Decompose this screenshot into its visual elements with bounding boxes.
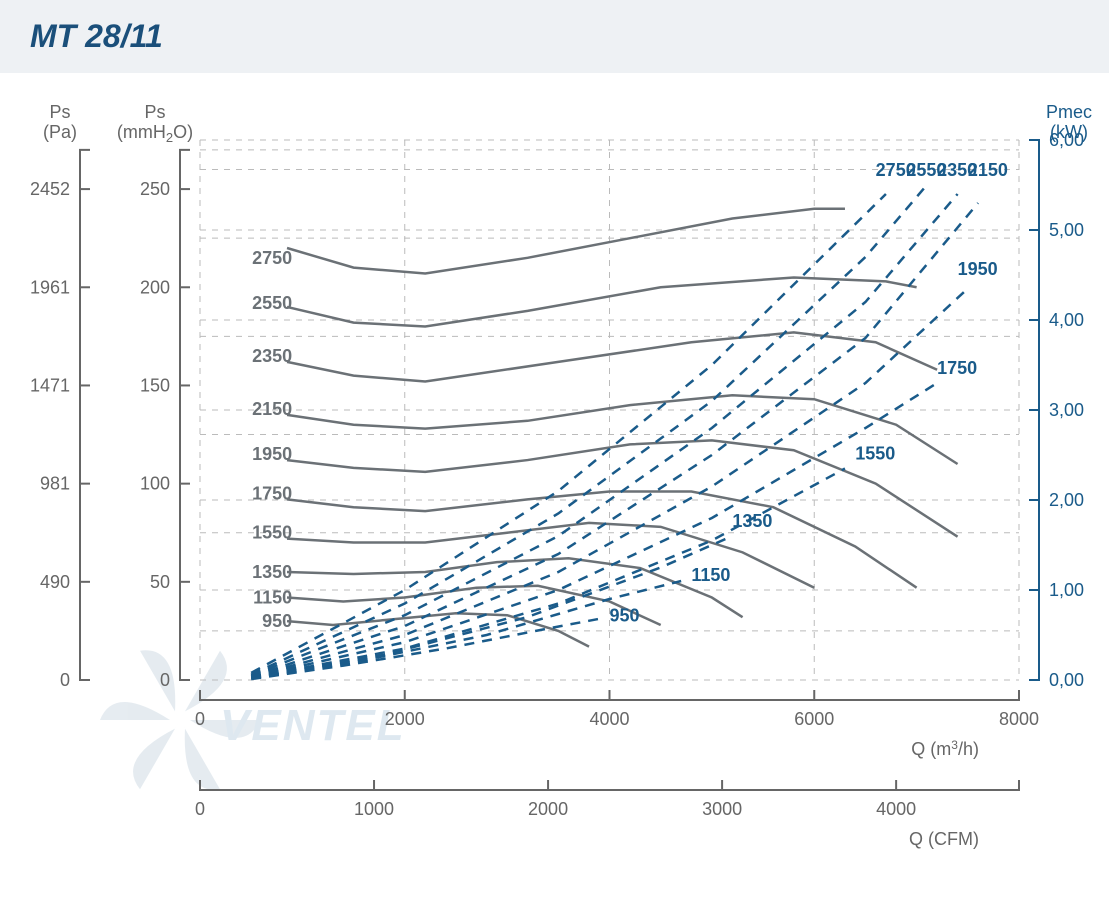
ytick-mm: 250 <box>140 179 170 199</box>
pressure-curve-label: 1150 <box>253 588 292 608</box>
power-curve-label: 950 <box>610 606 640 626</box>
ylabel-kw: Pmec <box>1046 102 1092 122</box>
xtick-cfm: 4000 <box>876 799 916 819</box>
xlabel-m3h: Q (m3/h) <box>911 738 979 759</box>
power-curve-label: 1550 <box>855 444 895 464</box>
chart-area: VENTEL 0 50 100 150 200 250 0 490 981 1471 1961 2452… <box>0 80 1109 860</box>
ytick-kw: 0,00 <box>1049 670 1084 690</box>
power-curve-label: 1750 <box>937 358 977 378</box>
svg-text:(mmH2O): (mmH2O) <box>117 122 193 145</box>
xtick-cfm: 1000 <box>354 799 394 819</box>
svg-text:VENTEL: VENTEL <box>220 701 406 750</box>
pressure-curve-label: 1750 <box>252 483 292 503</box>
ylabel-mm: Ps <box>144 102 165 122</box>
ytick-pa: 2452 <box>30 179 70 199</box>
ytick-kw: 3,00 <box>1049 400 1084 420</box>
xlabel-cfm: Q (CFM) <box>909 829 979 849</box>
power-curve-label: 2150 <box>968 160 1008 180</box>
ytick-mm: 50 <box>150 572 170 592</box>
pressure-curve-label: 2150 <box>252 399 292 419</box>
ytick-kw: 5,00 <box>1049 220 1084 240</box>
ytick-pa: 0 <box>60 670 70 690</box>
pressure-curve-label: 2550 <box>252 293 292 313</box>
ytick-mm: 100 <box>140 474 170 494</box>
axis-bracket-mm <box>180 150 190 680</box>
pressure-curve-label: 1950 <box>252 444 292 464</box>
ylabel-pa: Ps <box>49 102 70 122</box>
pressure-curve-label: 1350 <box>252 562 292 582</box>
xtick-m3h: 0 <box>195 709 205 729</box>
ytick-mm: 150 <box>140 375 170 395</box>
ytick-kw: 2,00 <box>1049 490 1084 510</box>
ytick-kw: 1,00 <box>1049 580 1084 600</box>
pressure-curve <box>287 277 917 326</box>
xtick-m3h: 6000 <box>794 709 834 729</box>
power-curve-label: 1950 <box>958 259 998 279</box>
power-curve-label: 1350 <box>732 511 772 531</box>
pressure-curve-label: 950 <box>262 611 292 631</box>
xtick-m3h: 2000 <box>385 709 425 729</box>
pressure-curve <box>287 209 845 274</box>
ytick-pa: 981 <box>40 474 70 494</box>
xtick-cfm: 2000 <box>528 799 568 819</box>
xtick-cfm: 0 <box>195 799 205 819</box>
pressure-curve-label: 2750 <box>252 248 292 268</box>
pressure-curve-label: 2350 <box>252 346 292 366</box>
svg-text:(Pa): (Pa) <box>43 122 77 142</box>
ytick-pa: 1471 <box>30 375 70 395</box>
svg-text:(kW): (kW) <box>1050 122 1088 142</box>
chart-title: MT 28/11 <box>30 18 1079 55</box>
ytick-pa: 490 <box>40 572 70 592</box>
xtick-m3h: 4000 <box>589 709 629 729</box>
ytick-mm: 200 <box>140 277 170 297</box>
title-bar: MT 28/11 <box>0 0 1109 73</box>
power-curve-label: 1150 <box>691 565 730 585</box>
ytick-mm: 0 <box>160 670 170 690</box>
ytick-pa: 1961 <box>30 277 70 297</box>
chart-svg: VENTEL 0 50 100 150 200 250 0 490 981 1471 1961 2452… <box>0 80 1109 860</box>
power-curve <box>251 383 937 677</box>
ytick-kw: 4,00 <box>1049 310 1084 330</box>
pressure-curve-label: 1550 <box>252 523 292 543</box>
xtick-m3h: 8000 <box>999 709 1039 729</box>
axis-bracket-pa <box>80 150 90 680</box>
xtick-cfm: 3000 <box>702 799 742 819</box>
